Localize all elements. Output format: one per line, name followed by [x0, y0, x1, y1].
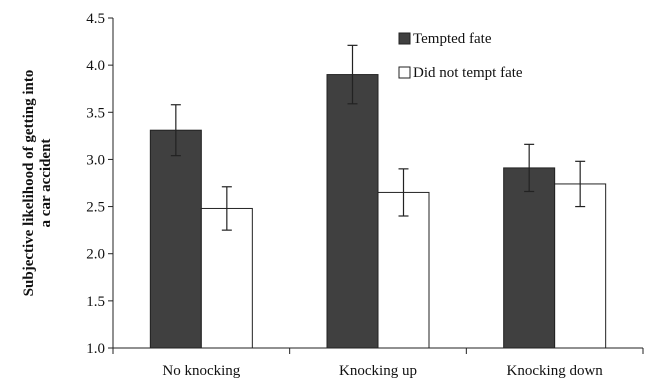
y-axis-label-line: a car accident — [38, 139, 54, 228]
labels: 1.0 1.5 2.0 2.5 3.0 3.5 4.0 4.5 No knocking Knock… — [21, 11, 603, 379]
x-tick-label: Knocking down — [507, 363, 604, 379]
y-tick-label: 1.5 — [86, 294, 105, 310]
x-tick-label: Knocking up — [339, 363, 417, 379]
y-axis-label-line: Subjective likelihood of getting into — [21, 70, 37, 297]
bar-tempted-fate — [326, 74, 379, 349]
error-bars — [170, 44, 586, 231]
legend-label: Did not tempt fate — [413, 65, 523, 81]
bar-tempted-fate — [503, 167, 556, 349]
bar-did-not-tempt-fate — [377, 191, 430, 349]
x-tick-label: No knocking — [162, 363, 240, 379]
y-axis-label: Subjective likelihood of getting intoa c… — [21, 70, 54, 297]
bar-did-not-tempt-fate — [554, 183, 607, 349]
y-tick-label: 2.0 — [86, 247, 105, 263]
legend: Tempted fate Did not tempt fate — [398, 31, 523, 81]
y-tick-label: 4.0 — [86, 58, 105, 74]
y-tick-label: 2.5 — [86, 200, 105, 216]
legend-swatch — [398, 32, 411, 45]
y-tick-label: 4.5 — [86, 11, 105, 27]
y-tick-label: 3.0 — [86, 152, 105, 168]
bars — [149, 74, 607, 349]
legend-swatch — [398, 66, 411, 79]
legend-label: Tempted fate — [413, 31, 492, 47]
bar-did-not-tempt-fate — [200, 207, 253, 349]
y-tick-label: 1.0 — [86, 341, 105, 357]
y-tick-label: 3.5 — [86, 105, 105, 121]
bar-tempted-fate — [149, 129, 202, 349]
